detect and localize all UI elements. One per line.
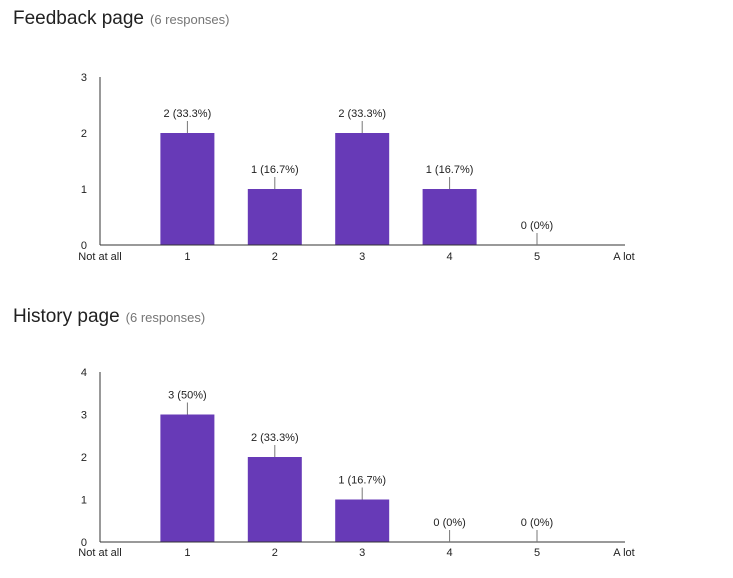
x-tick-label: 5	[534, 251, 540, 263]
y-tick-label: 0	[81, 537, 87, 549]
data-label: 1 (16.7%)	[338, 475, 386, 487]
chart-title: History page	[13, 306, 120, 327]
x-tick-label: 3	[359, 547, 365, 559]
data-label: 1 (16.7%)	[426, 164, 474, 176]
chart-title: Feedback page	[13, 8, 144, 29]
bar	[335, 133, 390, 245]
y-tick-label: 3	[81, 72, 87, 84]
x-scale-max-label: A lot	[613, 251, 634, 263]
y-tick-label: 4	[81, 367, 87, 379]
history-bar-chart: 0 1 2 3 4 3 (50%) 2 (33.3%) 1 (16.7%) 0 (0%) 0 (0…	[78, 367, 634, 559]
chart-header: Feedback page (6 responses)	[13, 8, 229, 30]
response-count: (6 responses)	[150, 12, 230, 27]
chart-header: History page (6 responses)	[13, 306, 205, 328]
y-tick-label: 1	[81, 184, 87, 196]
x-tick-label: 1	[184, 547, 190, 559]
data-label: 2 (33.3%)	[251, 432, 299, 444]
response-count: (6 responses)	[125, 310, 206, 325]
bar	[160, 414, 215, 542]
feedback-bar-chart: 0 1 2 3 2 (33.3%) 1 (16.7%) 2 (33.3%) 1 (16.7%)…	[78, 72, 634, 263]
data-label: 0 (0%)	[521, 220, 553, 232]
x-scale-max-label: A lot	[613, 547, 634, 559]
x-tick-label: 4	[447, 251, 453, 263]
x-tick-label: 3	[359, 251, 365, 263]
data-label: 3 (50%)	[168, 390, 207, 402]
history-page-section: History page (6 responses) 0 1 2 3 4 3 (50%) 2 …	[0, 298, 733, 578]
x-tick-label: 4	[447, 547, 453, 559]
data-label: 0 (0%)	[433, 517, 465, 529]
x-scale-min-label: Not at all	[78, 547, 121, 559]
x-scale-min-label: Not at all	[78, 251, 121, 263]
y-tick-label: 1	[81, 495, 87, 507]
data-label: 2 (33.3%)	[338, 108, 386, 120]
data-label: 1 (16.7%)	[251, 164, 299, 176]
feedback-page-section: Feedback page (6 responses) 0 1 2 3 2 (33.3%)…	[13, 8, 635, 263]
bar	[247, 189, 302, 245]
x-tick-label: 2	[272, 547, 278, 559]
bar	[160, 133, 215, 245]
x-tick-label: 5	[534, 547, 540, 559]
y-tick-label: 3	[81, 410, 87, 422]
bar	[247, 457, 302, 542]
x-tick-label: 1	[184, 251, 190, 263]
bar	[335, 499, 390, 542]
y-tick-label: 2	[81, 128, 87, 140]
bar	[422, 189, 477, 245]
data-label: 2 (33.3%)	[164, 108, 212, 120]
data-label: 0 (0%)	[521, 517, 553, 529]
y-tick-label: 2	[81, 452, 87, 464]
y-tick-label: 0	[81, 240, 87, 252]
x-tick-label: 2	[272, 251, 278, 263]
